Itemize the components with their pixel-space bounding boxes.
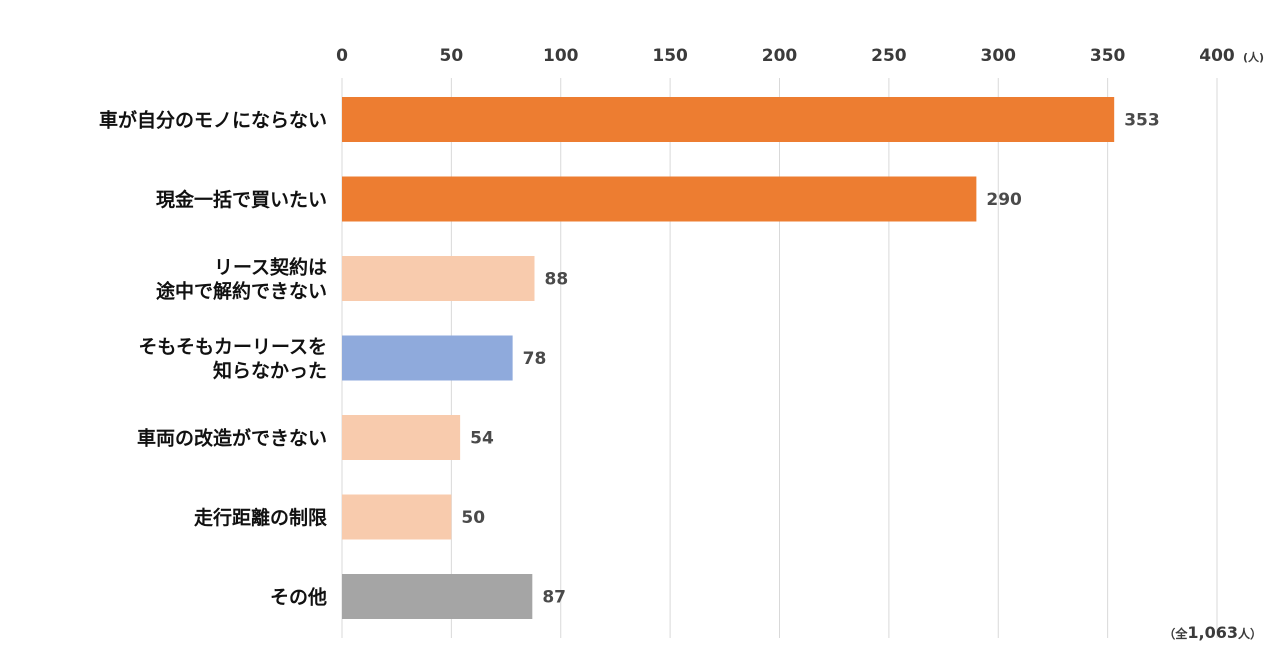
bar: [342, 415, 461, 460]
grid-lines: [341, 78, 1218, 638]
category-label: その他: [270, 586, 327, 609]
category-label-line: リース契約は: [214, 256, 327, 279]
x-tick-label: 0: [336, 46, 348, 66]
category-label-line: 途中で解約できない: [156, 280, 327, 303]
bar-value-label: 50: [461, 508, 485, 528]
x-tick-label: 200: [762, 46, 798, 66]
bars: [342, 97, 1115, 619]
x-tick-label: 400: [1199, 46, 1235, 66]
bar-value-label: 353: [1124, 111, 1160, 131]
category-label: 現金一括で買いたい: [156, 188, 327, 211]
category-label: リース契約は途中で解約できない: [156, 256, 327, 303]
x-axis-unit-label: (人): [1243, 50, 1264, 64]
bar: [342, 97, 1115, 142]
category-label-line: 車両の改造ができない: [137, 427, 327, 450]
category-label-line: その他: [270, 586, 327, 609]
x-tick-label: 150: [652, 46, 688, 66]
total-note: （全1,063人）: [1163, 623, 1262, 642]
bar-value-label: 78: [523, 349, 547, 369]
category-label: 車両の改造ができない: [137, 427, 327, 450]
category-label-line: 現金一括で買いたい: [156, 188, 327, 211]
bar: [342, 176, 977, 222]
bar-value-label: 290: [986, 190, 1022, 210]
bar: [342, 494, 452, 540]
bar-value-label: 54: [470, 429, 494, 449]
data-labels: 353 290 88 78 54 50 87: [461, 111, 1159, 608]
category-labels: 車が自分のモノにならない現金一括で買いたいリース契約は途中で解約できないそもそも…: [99, 109, 327, 609]
x-tick-label: 300: [981, 46, 1017, 66]
total-note-open: （全: [1163, 626, 1188, 641]
category-label-line: 走行距離の制限: [194, 506, 327, 529]
category-label-line: そもそもカーリースを: [138, 336, 327, 358]
bar: [342, 574, 533, 619]
x-tick-label: 250: [871, 46, 907, 66]
bar-value-label: 87: [542, 588, 566, 608]
category-label: そもそもカーリースを知らなかった: [138, 336, 327, 382]
x-tick-label: 100: [543, 46, 579, 66]
category-label: 車が自分のモノにならない: [99, 109, 327, 132]
total-note-close: 人）: [1238, 626, 1262, 641]
category-label-line: 車が自分のモノにならない: [99, 109, 327, 132]
category-label: 走行距離の制限: [194, 506, 327, 529]
x-axis-ticks: 0 50 100 150 200 250 300 350 400: [336, 46, 1235, 66]
total-note-value: 1,063: [1187, 623, 1238, 642]
category-label-line: 知らなかった: [213, 359, 327, 382]
bar-value-label: 88: [545, 270, 569, 290]
x-tick-label: 50: [440, 46, 464, 66]
bar: [342, 256, 535, 301]
bar: [342, 335, 513, 381]
x-tick-label: 350: [1090, 46, 1126, 66]
